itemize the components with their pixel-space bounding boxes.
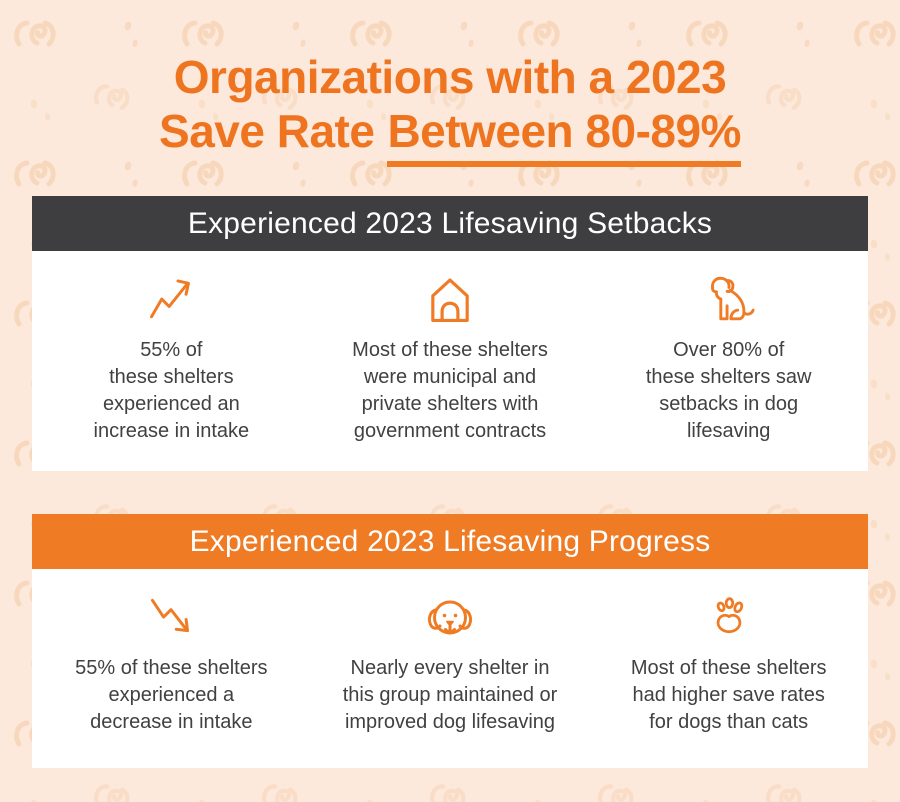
shelter-house-icon — [424, 272, 476, 328]
info-item-text: Nearly every shelter in this group maint… — [342, 657, 558, 733]
progress-item-intake-decrease: 55% of these shelters experienced a decr… — [32, 569, 311, 768]
setbacks-item-shelter-type: Most of these shelters were municipal an… — [311, 251, 590, 471]
setbacks-card: 55% of these shelters experienced an inc… — [32, 251, 868, 471]
info-item-text: 55% of these shelters experienced a decr… — [75, 657, 268, 733]
progress-header-text: Experienced 2023 Lifesaving Progress — [189, 524, 711, 558]
setbacks-item-intake-increase: 55% of these shelters experienced an inc… — [32, 251, 311, 471]
sitting-dog-icon — [702, 272, 756, 328]
page-title: Organizations with a 2023 Save Rate Betwe… — [0, 50, 900, 167]
paw-print-icon — [703, 590, 755, 646]
trend-down-icon — [145, 590, 197, 646]
progress-card: 55% of these shelters experienced a decr… — [32, 569, 868, 768]
progress-item-save-rates: Most of these shelters had higher save r… — [589, 569, 868, 768]
progress-item-dog-lifesaving: Nearly every shelter in this group maint… — [311, 569, 590, 768]
info-item-text: Over 80% of these shelters saw setbacks … — [645, 339, 812, 442]
setbacks-header-text: Experienced 2023 Lifesaving Setbacks — [187, 206, 713, 240]
info-item-text: Most of these shelters had higher save r… — [630, 657, 827, 733]
page-title-line2-prefix: Save Rate — [159, 105, 375, 157]
setbacks-header-band: Experienced 2023 Lifesaving Setbacks — [32, 196, 868, 251]
trend-up-icon — [145, 272, 197, 328]
dog-face-icon — [422, 590, 478, 646]
info-item-text: Most of these shelters were municipal an… — [352, 339, 548, 442]
page-title-underlined-text: Between 80-89% — [387, 104, 741, 167]
info-item-text: 55% of these shelters experienced an inc… — [93, 339, 250, 442]
progress-header-band: Experienced 2023 Lifesaving Progress — [32, 514, 868, 569]
setbacks-item-dog-lifesaving: Over 80% of these shelters saw setbacks … — [589, 251, 868, 471]
page-title-line1: Organizations with a 2023 — [173, 51, 727, 103]
